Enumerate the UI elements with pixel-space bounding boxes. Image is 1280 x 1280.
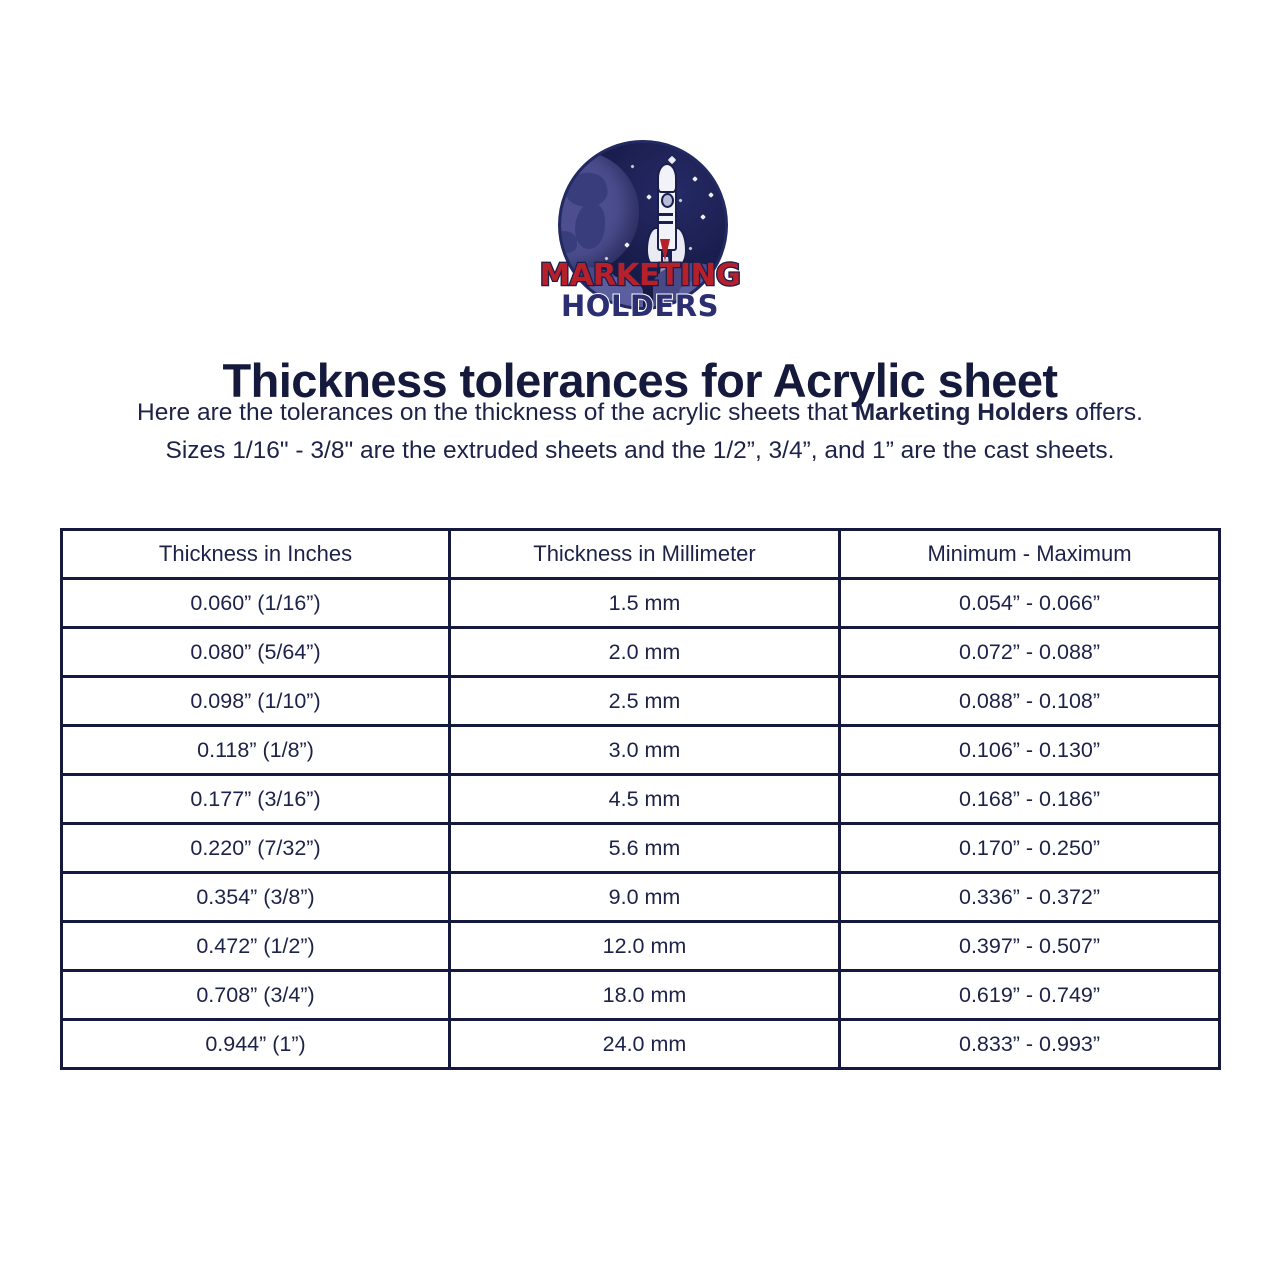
cell-thickness-mm: 5.6 mm	[448, 822, 841, 874]
column-header-thickness-millimeter: Thickness in Millimeter	[448, 528, 841, 580]
table-row: 0.708” (3/4”) 18.0 mm 0.619” - 0.749”	[60, 969, 1221, 1021]
cell-min-max: 0.397” - 0.507”	[838, 920, 1221, 972]
cell-min-max: 0.072” - 0.088”	[838, 626, 1221, 678]
subtitle-text-before: Here are the tolerances on the thickness…	[137, 399, 855, 426]
cell-thickness-mm: 4.5 mm	[448, 773, 841, 825]
table-row: 0.060” (1/16”) 1.5 mm 0.054” - 0.066”	[60, 577, 1221, 629]
table-body: 0.060” (1/16”) 1.5 mm 0.054” - 0.066” 0.08…	[60, 577, 1221, 1070]
cell-thickness-inches: 0.080” (5/64”)	[60, 626, 451, 678]
table-row: 0.118” (1/8”) 3.0 mm 0.106” - 0.130”	[60, 724, 1221, 776]
table-row: 0.944” (1”) 24.0 mm 0.833” - 0.993”	[60, 1018, 1221, 1070]
cell-min-max: 0.168” - 0.186”	[838, 773, 1221, 825]
cell-thickness-inches: 0.177” (3/16”)	[60, 773, 451, 825]
rocket-flame	[660, 239, 670, 261]
continent-shape	[561, 231, 577, 253]
table-header-row: Thickness in Inches Thickness in Millime…	[60, 528, 1221, 580]
cloud-shape	[679, 279, 725, 307]
table-row: 0.472” (1/2”) 12.0 mm 0.397” - 0.507”	[60, 920, 1221, 972]
cell-thickness-mm: 12.0 mm	[448, 920, 841, 972]
cloud-band	[561, 249, 725, 307]
subtitle-text-after: offers.	[1068, 399, 1143, 426]
continent-shape	[575, 203, 605, 249]
cell-thickness-inches: 0.472” (1/2”)	[60, 920, 451, 972]
table-row: 0.220” (7/32”) 5.6 mm 0.170” - 0.250”	[60, 822, 1221, 874]
cell-min-max: 0.054” - 0.066”	[838, 577, 1221, 629]
column-header-thickness-inches: Thickness in Inches	[60, 528, 451, 580]
table-row: 0.080” (5/64”) 2.0 mm 0.072” - 0.088”	[60, 626, 1221, 678]
logo-graphic: MARKETING HOLDERS	[538, 140, 742, 322]
rocket-band	[657, 213, 673, 216]
cell-thickness-inches: 0.118” (1/8”)	[60, 724, 451, 776]
page-subtitle: Here are the tolerances on the thickness…	[0, 394, 1280, 470]
cell-thickness-inches: 0.060” (1/16”)	[60, 577, 451, 629]
cell-min-max: 0.833” - 0.993”	[838, 1018, 1221, 1070]
cell-min-max: 0.336” - 0.372”	[838, 871, 1221, 923]
subtitle-brand-emphasis: Marketing Holders	[854, 399, 1069, 426]
table-row: 0.098” (1/10”) 2.5 mm 0.088” - 0.108”	[60, 675, 1221, 727]
cell-thickness-mm: 18.0 mm	[448, 969, 841, 1021]
cell-thickness-mm: 1.5 mm	[448, 577, 841, 629]
table-header: Thickness in Inches Thickness in Millime…	[60, 528, 1221, 580]
cell-thickness-mm: 2.0 mm	[448, 626, 841, 678]
rocket-band	[657, 221, 673, 224]
tolerance-table: Thickness in Inches Thickness in Millime…	[60, 528, 1221, 1070]
logo-word-marketing: MARKETING	[538, 258, 742, 293]
cell-thickness-inches: 0.354” (3/8”)	[60, 871, 451, 923]
cell-thickness-mm: 9.0 mm	[448, 871, 841, 923]
rocket-window	[661, 193, 674, 208]
column-header-minimum-maximum: Minimum - Maximum	[838, 528, 1221, 580]
table-row: 0.354” (3/8”) 9.0 mm 0.336” - 0.372”	[60, 871, 1221, 923]
logo-wordmark: MARKETING HOLDERS	[538, 258, 742, 323]
cell-thickness-mm: 2.5 mm	[448, 675, 841, 727]
logo-circle-badge	[558, 140, 728, 310]
cloud-shape	[585, 277, 643, 307]
rocket-nose-cone	[657, 163, 677, 193]
subtitle-line-1: Here are the tolerances on the thickness…	[0, 394, 1280, 432]
table-row: 0.177” (3/16”) 4.5 mm 0.168” - 0.186”	[60, 773, 1221, 825]
brand-logo: MARKETING HOLDERS	[0, 140, 1280, 322]
cell-min-max: 0.619” - 0.749”	[838, 969, 1221, 1021]
cell-thickness-mm: 3.0 mm	[448, 724, 841, 776]
cell-thickness-inches: 0.098” (1/10”)	[60, 675, 451, 727]
rocket-icon	[645, 163, 687, 291]
cell-min-max: 0.088” - 0.108”	[838, 675, 1221, 727]
cell-min-max: 0.170” - 0.250”	[838, 822, 1221, 874]
cell-min-max: 0.106” - 0.130”	[838, 724, 1221, 776]
subtitle-line-2: Sizes 1/16" - 3/8" are the extruded shee…	[165, 437, 1115, 464]
page-title: Thickness tolerances for Acrylic sheet	[222, 354, 1058, 408]
tolerance-table-container: Thickness in Inches Thickness in Millime…	[60, 528, 1221, 1070]
cell-thickness-inches: 0.220” (7/32”)	[60, 822, 451, 874]
logo-word-holders: HOLDERS	[560, 289, 720, 323]
cell-thickness-inches: 0.708” (3/4”)	[60, 969, 451, 1021]
cell-thickness-mm: 24.0 mm	[448, 1018, 841, 1070]
cell-thickness-inches: 0.944” (1”)	[60, 1018, 451, 1070]
